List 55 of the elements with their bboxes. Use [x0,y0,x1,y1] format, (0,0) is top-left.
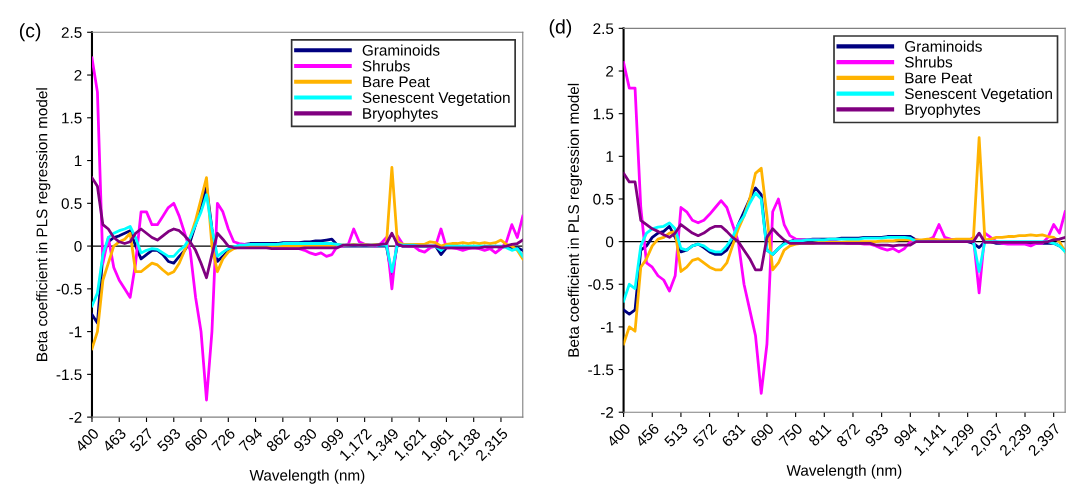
x-tick-label: 593 [156,427,182,453]
y-tick-label: 1 [606,151,614,162]
y-tick-label: 1.5 [593,108,614,120]
text: (c) [19,23,41,42]
text: (d) [549,19,572,38]
x-tick-label: 872 [835,422,861,448]
x-tick-label: 400 [606,422,632,448]
y-tick-label: 0.5 [593,193,614,205]
x-tick-label: 631 [721,422,746,448]
x-tick-label: 572 [692,422,717,448]
y-tick-label: -0.5 [588,279,614,290]
y-axis-title: Beta coefficient in PLS regression model [567,83,582,357]
x-tick-label: 456 [634,422,660,448]
legend-label: Senescent Vegetation [904,87,1052,103]
y-tick-label: -2 [600,407,614,418]
x-tick-label: 750 [778,422,804,448]
x-tick-label: 660 [183,427,209,453]
x-tick-label: 400 [74,427,100,453]
x-tick-label: 930 [292,427,318,453]
y-tick-label: -2 [69,411,82,423]
x-axis-title: Wavelength (nm) [249,469,365,484]
y-tick-label: -1.5 [56,369,82,381]
legend-label: Shrubs [904,56,953,68]
y-tick-label: 2 [606,65,614,77]
x-tick-label: 513 [663,422,689,448]
legend-label: Graminoids [362,44,440,56]
legend-label: Bryophytes [905,103,981,118]
legend-label: Senescent Vegetation [362,91,510,107]
x-tick-label: 862 [265,427,291,453]
x-tick-label: 811 [807,422,832,447]
y-tick-label: 2.5 [593,23,614,35]
x-tick-label: 726 [211,427,236,453]
y-tick-label: 1.5 [62,112,82,124]
y-tick-label: -1.5 [588,364,614,376]
x-tick-label: 933 [864,422,890,448]
y-axis-title: Beta coefficient in PLS regression model [36,88,51,361]
legend-label: Bare Peat [363,76,430,88]
legend-label: Bryophytes [363,107,438,122]
y-tick-label: -1 [600,321,614,333]
y-tick-label: 0 [605,236,614,248]
x-tick-label: 463 [101,427,127,453]
x-axis-title: Wavelength (nm) [786,464,902,479]
y-tick-label: 2 [74,69,82,81]
y-tick-label: 2.5 [61,27,82,38]
x-tick-label: 527 [129,427,154,453]
legend-label: Shrubs [362,60,410,72]
y-tick-label: 0.5 [61,198,82,209]
y-tick-label: 0 [74,240,82,252]
y-tick-label: -0.5 [56,283,82,295]
legend-label: Graminoids [905,40,982,52]
y-tick-label: -1 [69,326,82,338]
x-tick-label: 690 [749,422,775,448]
x-tick-label: 794 [238,427,264,453]
y-tick-label: 1 [74,155,82,167]
legend-label: Bare Peat [905,72,973,84]
